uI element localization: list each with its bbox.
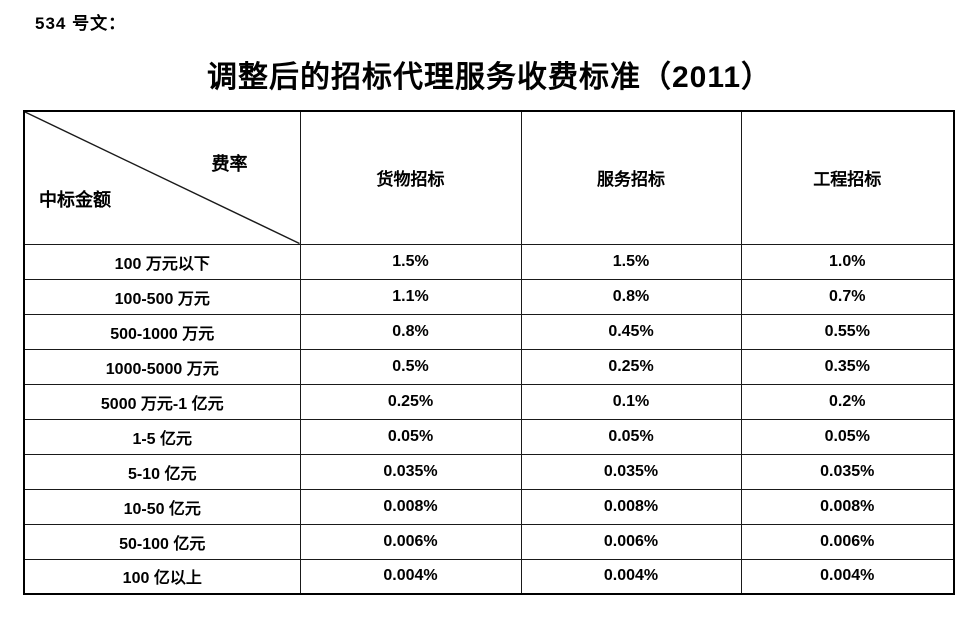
amount-range-cell: 50-100 亿元 — [23, 523, 301, 560]
table-row: 5000 万元-1 亿元 0.25% 0.1% 0.2% — [23, 383, 955, 420]
rate-cell: 0.006% — [299, 523, 522, 560]
rate-cell: 0.25% — [520, 348, 742, 385]
table-row: 5-10 亿元 0.035% 0.035% 0.035% — [23, 453, 955, 490]
rate-cell: 0.05% — [299, 418, 522, 455]
amount-range-cell: 5-10 亿元 — [23, 453, 301, 490]
table-row: 1-5 亿元 0.05% 0.05% 0.05% — [23, 418, 955, 455]
table-row: 50-100 亿元 0.006% 0.006% 0.006% — [23, 523, 955, 560]
rate-cell: 0.004% — [299, 558, 522, 595]
amount-range-cell: 10-50 亿元 — [23, 488, 301, 525]
rate-cell: 0.008% — [299, 488, 522, 525]
amount-range-cell: 1-5 亿元 — [23, 418, 301, 455]
rate-cell: 0.008% — [520, 488, 742, 525]
table-row: 100 万元以下 1.5% 1.5% 1.0% — [23, 243, 955, 280]
rate-cell: 0.8% — [520, 278, 742, 315]
amount-range-cell: 1000-5000 万元 — [23, 348, 301, 385]
rate-cell: 0.1% — [520, 383, 742, 420]
amount-range-cell: 5000 万元-1 亿元 — [23, 383, 301, 420]
amount-range-cell: 500-1000 万元 — [23, 313, 301, 350]
rate-cell: 0.004% — [740, 558, 955, 595]
rate-cell: 0.45% — [520, 313, 742, 350]
rate-cell: 0.006% — [520, 523, 742, 560]
column-header-goods: 货物招标 — [299, 110, 522, 245]
diagonal-corner-cell: 费率 中标金额 — [23, 110, 301, 245]
column-header-engineering: 工程招标 — [740, 110, 955, 245]
rate-cell: 1.5% — [299, 243, 522, 280]
amount-range-cell: 100 亿以上 — [23, 558, 301, 595]
rate-cell: 0.006% — [740, 523, 955, 560]
rate-cell: 0.035% — [740, 453, 955, 490]
rate-cell: 0.035% — [520, 453, 742, 490]
rate-cell: 0.55% — [740, 313, 955, 350]
table-row: 100-500 万元 1.1% 0.8% 0.7% — [23, 278, 955, 315]
diagonal-divider-line — [25, 112, 300, 244]
rate-cell: 1.1% — [299, 278, 522, 315]
rate-cell: 0.004% — [520, 558, 742, 595]
amount-range-cell: 100 万元以下 — [23, 243, 301, 280]
column-header-service: 服务招标 — [520, 110, 742, 245]
table-row: 10-50 亿元 0.008% 0.008% 0.008% — [23, 488, 955, 525]
rate-cell: 0.05% — [520, 418, 742, 455]
table-header-row: 费率 中标金额 货物招标 服务招标 工程招标 — [23, 110, 955, 245]
amount-range-cell: 100-500 万元 — [23, 278, 301, 315]
fee-rate-table: 费率 中标金额 货物招标 服务招标 工程招标 100 万元以下 1.5% 1.5… — [23, 110, 955, 595]
corner-label-amount: 中标金额 — [39, 189, 111, 210]
rate-cell: 0.2% — [740, 383, 955, 420]
table-row: 1000-5000 万元 0.5% 0.25% 0.35% — [23, 348, 955, 385]
rate-cell: 1.0% — [740, 243, 955, 280]
rate-cell: 0.035% — [299, 453, 522, 490]
rate-cell: 0.5% — [299, 348, 522, 385]
rate-cell: 0.7% — [740, 278, 955, 315]
rate-cell: 1.5% — [520, 243, 742, 280]
document-number-label: 534 号文： — [35, 14, 127, 33]
rate-cell: 0.25% — [299, 383, 522, 420]
table-row: 100 亿以上 0.004% 0.004% 0.004% — [23, 558, 955, 595]
table-row: 500-1000 万元 0.8% 0.45% 0.55% — [23, 313, 955, 350]
rate-cell: 0.8% — [299, 313, 522, 350]
rate-cell: 0.008% — [740, 488, 955, 525]
rate-cell: 0.35% — [740, 348, 955, 385]
rate-cell: 0.05% — [740, 418, 955, 455]
page-title: 调整后的招标代理服务收费标准（2011） — [206, 61, 773, 94]
corner-label-rate: 费率 — [211, 154, 248, 174]
